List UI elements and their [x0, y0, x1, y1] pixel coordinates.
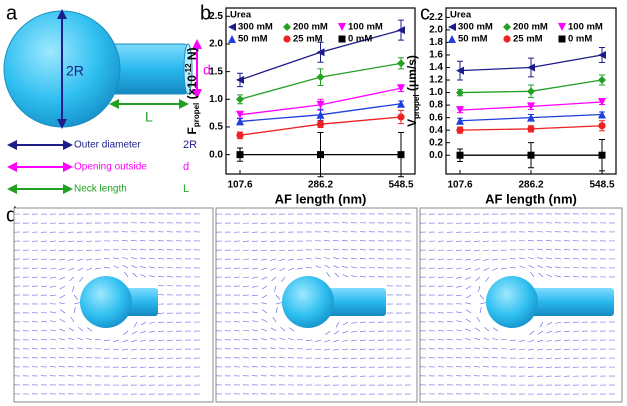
y-tick-label: 0.0	[429, 150, 443, 161]
legend-entry: 100 mM	[348, 22, 383, 33]
legend-entry: 300 mM	[458, 22, 493, 33]
y-axis-label-part: (×10	[185, 75, 199, 103]
legend-entry: 300 mM	[238, 22, 273, 33]
legend-text: Opening outside	[74, 162, 147, 173]
point	[236, 132, 243, 139]
flow-fields	[14, 208, 622, 402]
neck-label: L	[145, 109, 153, 125]
panel-label: a	[6, 2, 18, 24]
legend-entry: 100 mM	[568, 22, 603, 33]
legend-title: Urea	[230, 10, 252, 21]
x-tick-label: 107.6	[227, 180, 252, 191]
x-tick-label: 286.2	[518, 180, 543, 191]
y-axis-label-part: propel	[192, 103, 201, 127]
y-tick-label: 1.2	[429, 75, 443, 86]
point	[599, 152, 606, 159]
legend-text: Neck length	[74, 184, 127, 195]
y-axis-label-part: propel	[412, 94, 421, 118]
y-axis-label-part: N)	[185, 47, 199, 63]
x-tick-label: 107.6	[447, 180, 472, 191]
y-axis-label: Vpropel (μm/s)	[405, 55, 421, 127]
x-tick-label: 548.5	[589, 180, 614, 191]
point	[527, 125, 534, 132]
y-axis-label-part: V	[405, 119, 419, 127]
y-tick-label: 0.0	[209, 149, 223, 160]
y-tick-label: 2.0	[209, 39, 223, 50]
point	[283, 23, 291, 31]
y-tick-label: 0.6	[429, 112, 443, 123]
point	[528, 152, 535, 159]
y-axis-label-part: (μm/s)	[405, 55, 419, 94]
y-tick-label: 1.5	[209, 66, 223, 77]
point	[228, 23, 236, 31]
point	[317, 121, 324, 128]
point	[457, 152, 464, 159]
legend-entry: 50 mM	[458, 34, 488, 45]
y-tick-label: 1.4	[429, 62, 443, 73]
y-tick-label: 2.2	[429, 12, 443, 23]
y-axis-label: Fpropel (×10-12 N)	[184, 47, 201, 134]
point	[503, 23, 511, 31]
point	[236, 95, 244, 103]
x-axis-label: AF length (nm)	[275, 191, 367, 206]
legend-entry: 0 mM	[568, 34, 592, 45]
x-axis-label: AF length (nm)	[485, 191, 577, 206]
point	[317, 73, 325, 81]
point	[398, 151, 405, 158]
figure: a 2R d L Outer diameter 2R Opening outsi…	[0, 0, 627, 406]
y-tick-label: 0.4	[429, 125, 443, 136]
point	[456, 127, 463, 134]
y-tick-label: 0.8	[429, 100, 443, 111]
legend-symbol: L	[183, 183, 189, 195]
y-tick-label: 1.0	[429, 87, 443, 98]
point	[228, 35, 236, 43]
point	[598, 76, 606, 84]
legend-symbol: d	[183, 161, 189, 173]
legend-entry: 50 mM	[238, 34, 268, 45]
point	[397, 113, 404, 120]
y-tick-label: 2.5	[209, 11, 223, 22]
y-tick-label: 1.8	[429, 37, 443, 48]
particle-sphere	[282, 276, 334, 328]
particle-sphere	[486, 276, 538, 328]
y-tick-label: 2.0	[429, 25, 443, 36]
legend-entry: 25 mM	[293, 34, 323, 45]
y-axis-label-part: -12	[184, 63, 193, 75]
point	[448, 35, 456, 43]
diameter-label: 2R	[66, 63, 84, 79]
legend-entry: 200 mM	[293, 22, 328, 33]
particle-sphere	[80, 276, 132, 328]
point	[317, 151, 324, 158]
legend-entry: 0 mM	[348, 34, 372, 45]
legend-symbol: 2R	[183, 139, 197, 151]
y-tick-label: 0.2	[429, 137, 443, 148]
legend-title: Urea	[450, 10, 472, 21]
point	[559, 36, 566, 43]
y-tick-label: 0.5	[209, 122, 223, 133]
point	[558, 23, 566, 31]
point	[527, 87, 535, 95]
y-axis-label-part: F	[185, 127, 199, 134]
point	[338, 23, 346, 31]
x-tick-label: 286.2	[308, 180, 333, 191]
point	[397, 59, 405, 67]
point	[503, 35, 510, 42]
legend-entry: 200 mM	[513, 22, 548, 33]
y-tick-label: 1.6	[429, 50, 443, 61]
y-tick-label: 1.0	[209, 94, 223, 105]
point	[598, 122, 605, 129]
point	[339, 36, 346, 43]
x-tick-label: 548.5	[388, 180, 413, 191]
point	[283, 35, 290, 42]
legend-entry: 25 mM	[513, 34, 543, 45]
legend-text: Outer diameter	[74, 140, 141, 151]
point	[237, 151, 244, 158]
